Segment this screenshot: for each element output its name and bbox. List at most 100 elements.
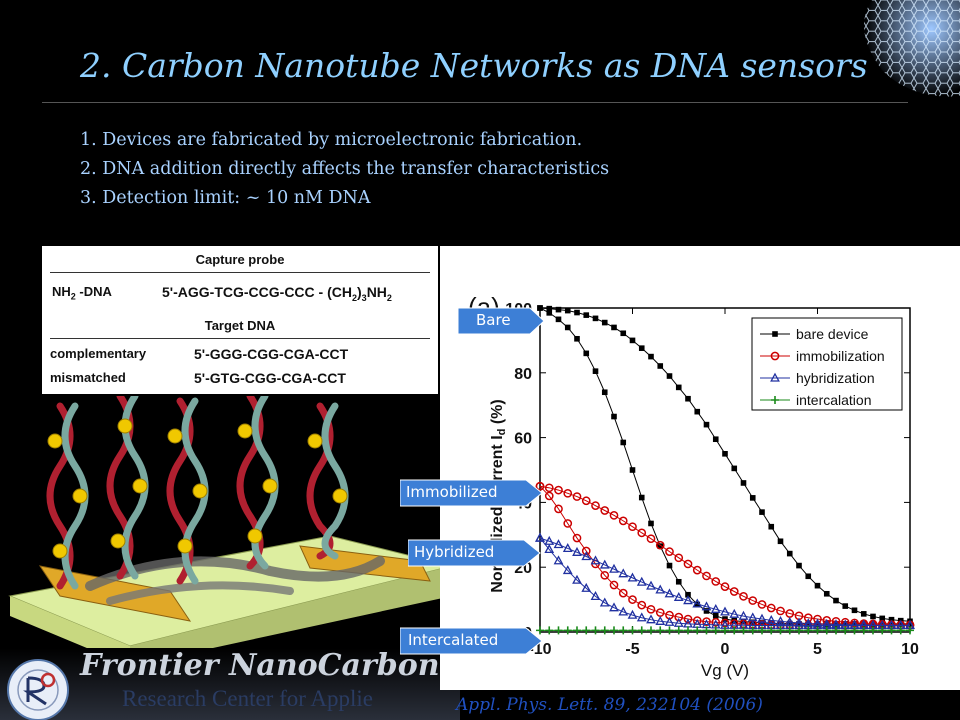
data-point: [581, 582, 592, 592]
data-point: [544, 483, 554, 493]
data-point: [683, 614, 693, 624]
data-point: [655, 615, 666, 625]
data-point: [859, 626, 868, 635]
data-point: [592, 368, 599, 374]
dye-molecules: [47, 418, 348, 559]
data-point: [712, 436, 719, 443]
data-point: [673, 617, 684, 627]
data-point: [869, 626, 877, 635]
legend-label: intercalation: [796, 392, 872, 408]
capture-sequence: 5'-AGG-TCG-CCG-CCC - (CH2)3NH2: [162, 284, 392, 303]
data-point: [618, 588, 628, 598]
x-tick-label: 0: [721, 641, 730, 658]
data-point: [563, 626, 572, 635]
data-point: [609, 602, 619, 612]
legend-label: immobilization: [796, 348, 885, 364]
data-point: [535, 532, 545, 542]
data-point: [674, 553, 684, 563]
series-line: [539, 537, 910, 626]
data-point: [553, 555, 564, 565]
data-point: [609, 511, 619, 520]
table-rule: [50, 338, 430, 339]
data-point: [814, 582, 821, 589]
x-tick-label: 5: [813, 641, 822, 658]
data-point: [636, 612, 647, 622]
data-point: [572, 574, 582, 584]
data-point: [637, 626, 646, 635]
y-tick-label: 60: [514, 431, 532, 448]
data-point: [822, 626, 831, 635]
data-point: [729, 608, 740, 618]
data-point: [860, 611, 867, 617]
data-point: [619, 626, 628, 635]
legend-label: hybridization: [796, 370, 875, 386]
data-point: [600, 506, 610, 515]
data-point: [563, 488, 573, 498]
data-point: [546, 305, 553, 312]
data-point: [637, 528, 647, 538]
data-point: [648, 353, 654, 360]
data-point: [775, 615, 786, 625]
data-point: [655, 540, 665, 550]
data-point: [841, 626, 850, 635]
legend-marker: [772, 331, 778, 337]
data-point: [646, 614, 656, 624]
legend-marker: [770, 372, 780, 382]
data-point: [703, 608, 710, 614]
data-point: [692, 565, 702, 575]
data-point: [842, 621, 849, 627]
data-point: [618, 516, 628, 526]
data-point: [896, 626, 905, 635]
data-point: [638, 345, 645, 351]
data-point: [710, 603, 721, 613]
footer-title: Frontier NanoCarbon: [80, 648, 440, 683]
data-point: [648, 520, 654, 527]
data-point: [572, 492, 582, 501]
data-point: [729, 587, 739, 596]
data-point: [685, 395, 691, 402]
data-point: [796, 621, 802, 627]
bullet-item: 2. DNA addition directly affects the tra…: [80, 159, 610, 179]
data-point: [544, 491, 554, 501]
data-point: [601, 319, 608, 326]
data-point: [711, 617, 721, 627]
target-dna-header: Target DNA: [204, 318, 276, 333]
data-point: [666, 373, 673, 379]
data-point: [666, 562, 673, 569]
data-point: [693, 626, 702, 635]
data-point: [574, 309, 580, 316]
data-point: [544, 544, 555, 554]
data-point: [766, 603, 776, 613]
data-point: [870, 613, 876, 620]
data-point: [574, 335, 580, 342]
data-point: [768, 523, 775, 530]
data-point: [601, 389, 608, 396]
data-point: [673, 591, 684, 601]
data-point: [804, 626, 813, 635]
data-point: [554, 626, 563, 635]
data-point: [572, 533, 582, 543]
data-point: [683, 559, 693, 569]
data-point: [609, 580, 619, 590]
data-point: [786, 620, 793, 627]
data-point: [823, 590, 830, 597]
data-point: [638, 494, 645, 501]
data-point: [620, 439, 627, 446]
data-point: [581, 551, 592, 561]
bullet-item: 3. Detection limit: ~ 10 nM DNA: [80, 188, 371, 208]
data-point: [546, 310, 553, 316]
data-point: [749, 495, 756, 501]
data-point: [581, 546, 591, 556]
data-point: [674, 612, 684, 622]
data-point: [537, 305, 543, 311]
data-point: [572, 546, 582, 556]
data-point: [712, 613, 719, 619]
capture-label: NH2 -DNA: [52, 284, 112, 302]
data-point: [739, 626, 748, 635]
data-point: [786, 550, 793, 557]
data-point: [592, 315, 599, 322]
data-point: [545, 626, 554, 635]
data-point: [554, 504, 563, 514]
data-point: [610, 626, 618, 635]
data-point: [629, 337, 636, 344]
